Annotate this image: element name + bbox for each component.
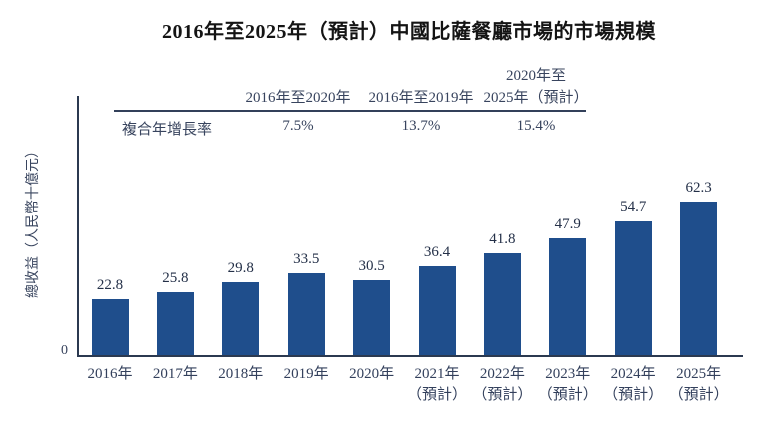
bar [222, 282, 260, 355]
cagr-col2-header: 2016年至2019年 [368, 90, 474, 106]
bar [91, 299, 129, 355]
cagr-value-2016-2019: 13.7% [401, 118, 441, 134]
bar-value-label: 25.8 [162, 270, 189, 286]
y-axis-title: 總收益（人民幣十億元） [26, 144, 41, 298]
cagr-value-2020-2025: 15.4% [516, 118, 556, 134]
cagr-row-label: 複合年增長率 [122, 122, 213, 138]
bar-value-label: 29.8 [227, 260, 254, 276]
x-tick-label: 2024年 [610, 366, 656, 382]
x-tick-label-line2: （預計） [668, 387, 729, 403]
y-axis-line [77, 96, 79, 356]
bar [156, 292, 194, 355]
cagr-col3-header-line1: 2020年至 [505, 68, 567, 84]
bar [353, 280, 391, 355]
bar-value-label: 33.5 [293, 251, 320, 267]
bar-value-label: 36.4 [423, 244, 451, 260]
cagr-value-2016-2020: 7.5% [282, 118, 314, 134]
bar [418, 266, 456, 355]
x-tick-label-line2: （預計） [472, 387, 533, 403]
x-tick-label-line2: （預計） [603, 387, 664, 403]
cagr-col1-header: 2016年至2020年 [245, 90, 351, 106]
x-tick-label: 2021年 [414, 366, 460, 382]
bar-value-label: 41.8 [489, 231, 516, 247]
x-tick-label: 2025年 [676, 366, 722, 382]
x-tick-label: 2017年 [152, 366, 198, 382]
bar [614, 221, 652, 355]
bar-value-label: 22.8 [96, 277, 124, 293]
cagr-col3-header-line2: 2025年（預計） [483, 90, 589, 106]
x-tick-label-line2: （預計） [537, 387, 598, 403]
bar-value-label: 30.5 [358, 258, 385, 274]
bar [680, 202, 718, 355]
x-tick-label: 2018年 [218, 366, 264, 382]
bar-value-label: 47.9 [554, 216, 581, 232]
cagr-table-rule [114, 110, 586, 112]
x-tick-label-line2: （預計） [406, 387, 467, 403]
bar [549, 238, 587, 355]
x-axis-line [77, 355, 743, 357]
x-tick-label: 2016年 [87, 366, 133, 382]
bar-value-label: 54.7 [620, 199, 647, 215]
x-tick-label: 2023年 [545, 366, 591, 382]
bar-value-label: 62.3 [685, 180, 712, 196]
y-axis-zero-label: 0 [61, 343, 68, 358]
bar [483, 253, 521, 355]
x-tick-label: 2019年 [283, 366, 329, 382]
x-tick-label: 2022年 [479, 366, 525, 382]
x-tick-label: 2020年 [349, 366, 395, 382]
bar [287, 273, 325, 355]
chart-title: 2016年至2025年（預計）中國比薩餐廳市場的市場規模 [162, 21, 656, 43]
